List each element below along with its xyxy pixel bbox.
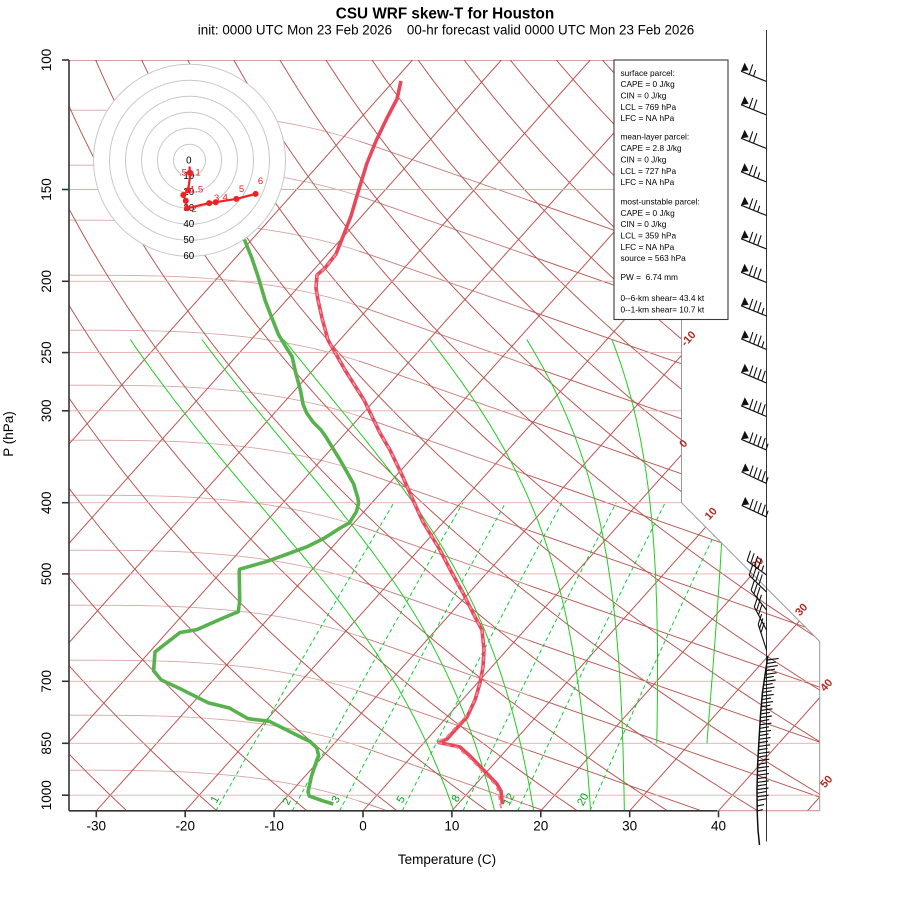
svg-text:init: 0000 UTC Mon 23 Feb 2026: init: 0000 UTC Mon 23 Feb 2026 00-hr for… [198, 23, 694, 38]
svg-text:source = 563 hPa: source = 563 hPa [621, 253, 687, 263]
svg-text:200: 200 [39, 270, 54, 293]
svg-text:60: 60 [183, 251, 194, 262]
svg-text:LFC = NA hPa: LFC = NA hPa [621, 177, 675, 187]
svg-text:CIN = 0 J/kg: CIN = 0 J/kg [621, 155, 667, 165]
svg-text:most-unstable parcel:: most-unstable parcel: [621, 196, 700, 206]
svg-text:.5: .5 [179, 168, 187, 179]
svg-text:400: 400 [39, 491, 54, 514]
svg-text:300: 300 [39, 400, 54, 423]
svg-text:PW = 6.74 mm: PW = 6.74 mm [621, 272, 678, 282]
svg-text:150: 150 [39, 178, 54, 201]
svg-text:2: 2 [191, 204, 196, 215]
svg-text:Temperature (C): Temperature (C) [398, 852, 496, 867]
svg-text:700: 700 [39, 670, 54, 693]
svg-text:500: 500 [39, 563, 54, 586]
svg-text:LFC = NA hPa: LFC = NA hPa [621, 113, 675, 123]
svg-text:850: 850 [39, 732, 54, 755]
svg-text:250: 250 [39, 341, 54, 364]
svg-text:6: 6 [258, 176, 263, 187]
svg-text:0--1-km shear= 10.7 kt: 0--1-km shear= 10.7 kt [621, 304, 705, 314]
svg-text:50: 50 [183, 235, 194, 246]
svg-text:CAPE = 0 J/kg: CAPE = 0 J/kg [621, 208, 676, 218]
svg-text:CIN = 0 J/kg: CIN = 0 J/kg [621, 219, 667, 229]
svg-text:5: 5 [239, 184, 244, 195]
svg-text:CAPE = 0 J/kg: CAPE = 0 J/kg [621, 79, 676, 89]
svg-text:surface parcel:: surface parcel: [621, 68, 675, 78]
svg-text:0: 0 [359, 819, 367, 834]
svg-text:-30: -30 [87, 819, 107, 834]
svg-text:4: 4 [223, 192, 229, 203]
svg-text:mean-layer parcel:: mean-layer parcel: [621, 131, 690, 141]
svg-text:40: 40 [711, 819, 726, 834]
svg-text:CIN = 0 J/kg: CIN = 0 J/kg [621, 91, 667, 101]
svg-text:1: 1 [195, 168, 200, 179]
svg-text:1.5: 1.5 [190, 185, 203, 196]
svg-text:LFC = NA hPa: LFC = NA hPa [621, 242, 675, 252]
svg-text:3: 3 [214, 193, 219, 204]
svg-text:-10: -10 [264, 819, 284, 834]
svg-text:CAPE = 2.8 J/kg: CAPE = 2.8 J/kg [621, 143, 682, 153]
svg-text:LCL = 727 hPa: LCL = 727 hPa [621, 166, 677, 176]
svg-text:-20: -20 [175, 819, 195, 834]
svg-text:30: 30 [622, 819, 637, 834]
svg-text:100: 100 [39, 49, 54, 72]
svg-text:20: 20 [533, 819, 548, 834]
svg-text:40: 40 [183, 219, 194, 230]
svg-text:10: 10 [444, 819, 459, 834]
svg-text:LCL = 769 hPa: LCL = 769 hPa [621, 102, 677, 112]
svg-text:LCL = 359 hPa: LCL = 359 hPa [621, 231, 677, 241]
svg-text:CSU WRF skew-T for Houston: CSU WRF skew-T for Houston [336, 6, 554, 23]
svg-text:0: 0 [186, 155, 192, 166]
svg-text:1000: 1000 [39, 780, 54, 810]
svg-text:0--6-km shear= 43.4 kt: 0--6-km shear= 43.4 kt [621, 293, 705, 303]
svg-text:P (hPa): P (hPa) [1, 411, 16, 457]
